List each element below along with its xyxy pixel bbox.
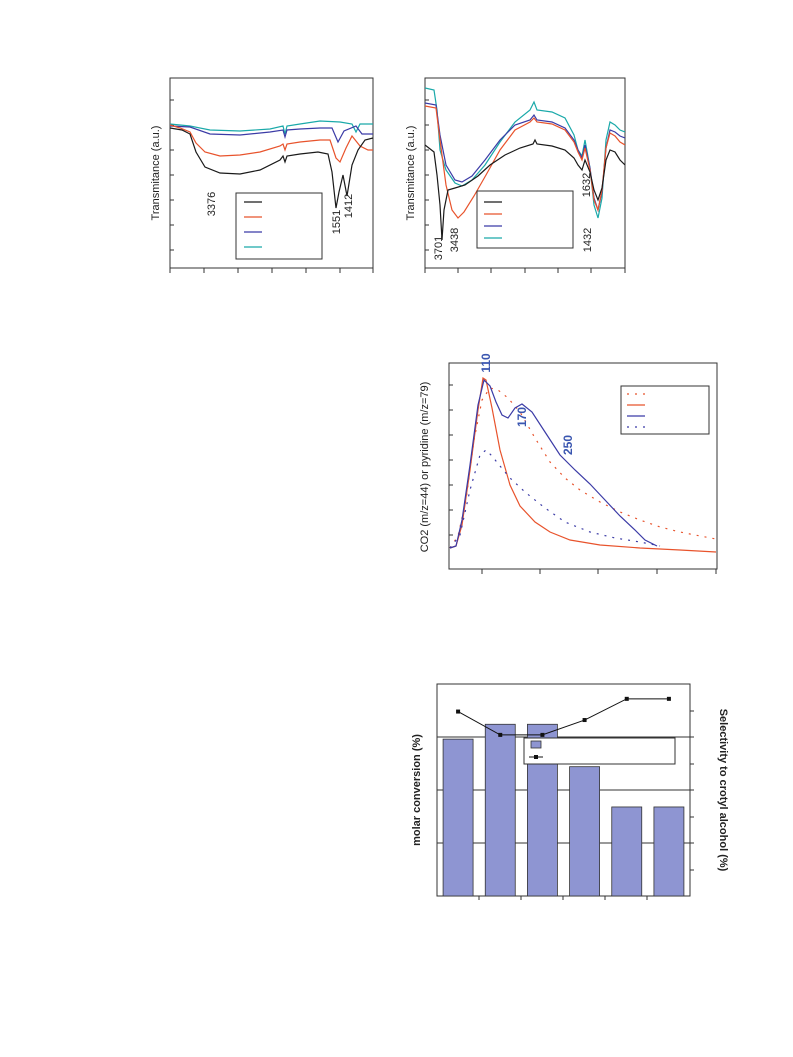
selectivity-marker	[498, 732, 503, 737]
chart-d-ylabel: molar conversion (%)	[411, 734, 423, 846]
selectivity-marker	[666, 696, 671, 701]
chart-c-series-blue-solid	[449, 378, 658, 549]
chart-b-ticks	[424, 99, 626, 273]
chart-c-series-red-solid	[449, 376, 717, 553]
chart-a-peak-label-2: 1412	[343, 194, 355, 218]
chart-b-peak-label-3: 1432	[582, 228, 594, 252]
chart-a-legend	[235, 192, 323, 260]
chart-b-peak-label-1: 3438	[449, 228, 461, 252]
chart-b-peak-label-2: 1632	[581, 173, 593, 197]
conversion-selectivity-chart: molar conversion (%) Selectivity to crot…	[411, 683, 729, 900]
chart-b-ylabel: Transmitance (a.u.)	[405, 126, 417, 221]
chart-d-legend	[523, 737, 676, 765]
chart-b-legend	[476, 190, 574, 249]
chart-c-ylabel: CO2 (m/z=44) or pyridine (m/z=79)	[419, 382, 431, 553]
chart-d-legend-swatch-bar	[530, 740, 542, 749]
chart-c-peak-label-2: 250	[561, 435, 575, 455]
chart-a-ylabel: Transmitance (a.u.)	[150, 126, 162, 221]
chart-d-line	[456, 696, 671, 737]
chart-c-series-blue-dotted	[449, 449, 661, 549]
selectivity-marker	[624, 696, 629, 701]
chart-b-peak-label-0: 3701	[433, 236, 445, 260]
conversion-bar	[442, 738, 474, 897]
selectivity-marker	[582, 718, 587, 723]
chart-c-ticks	[449, 384, 717, 574]
selectivity-marker	[456, 709, 461, 714]
ir-spectra-chart-a: Transmitance (a.u.) 3376 1551 1412	[150, 77, 374, 273]
chart-a-peak-label-0: 3376	[206, 192, 218, 216]
chart-c-peak-label-1: 170	[515, 407, 529, 427]
conversion-bar	[484, 723, 516, 897]
chart-a-series-blue	[170, 125, 373, 144]
chart-d-gridlines	[437, 736, 690, 844]
chart-a-peak-label-1: 1551	[331, 210, 343, 234]
chart-d-ticks	[478, 710, 694, 900]
conversion-bar	[653, 806, 685, 897]
chart-c-peak-label-0: 110	[479, 353, 493, 373]
selectivity-line	[457, 698, 669, 736]
chart-a-series-teal	[170, 120, 373, 135]
chart-a-series-red	[170, 124, 373, 164]
conversion-bar	[569, 766, 600, 897]
chart-a-series-black	[170, 127, 373, 209]
selectivity-marker	[540, 732, 545, 737]
chart-c-frame	[448, 362, 718, 570]
chart-b-series-black	[425, 138, 625, 241]
tpd-chart: CO2 (m/z=44) or pyridine (m/z=79) 110 17…	[419, 353, 718, 574]
chart-a-ticks	[169, 99, 374, 273]
ir-spectra-chart-b: Transmitance (a.u.) 3701 3438 1632 1432	[405, 77, 626, 273]
conversion-bar	[611, 806, 643, 897]
chart-c-legend	[620, 385, 710, 435]
chart-d-y2label: Selectivity to crotyl alcohol (%)	[717, 709, 729, 872]
